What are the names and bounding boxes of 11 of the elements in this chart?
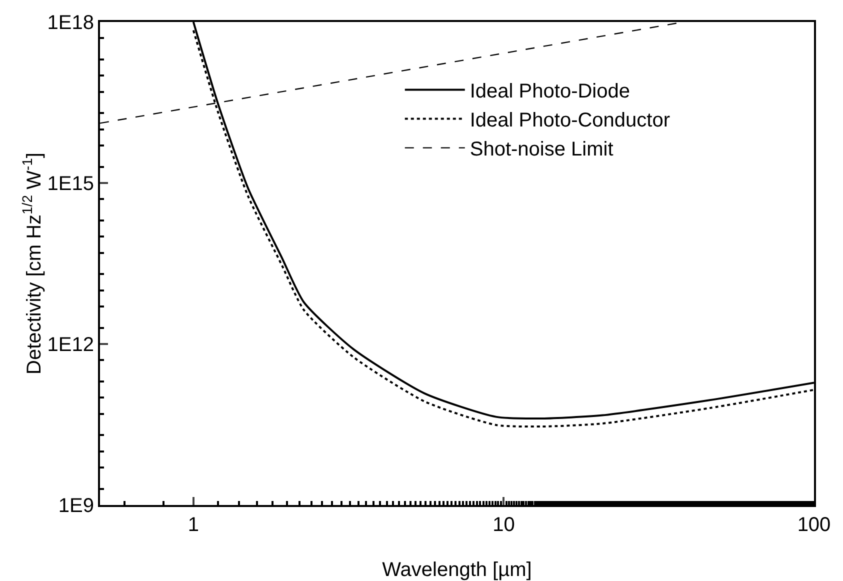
x-axis-title: Wavelength [µm]	[382, 559, 532, 581]
y-tick-label: 1E12	[47, 334, 94, 356]
legend-label: Ideal Photo-Diode	[470, 80, 630, 103]
legend-label: Ideal Photo-Conductor	[470, 110, 670, 132]
y-tick-label: 1E18	[47, 12, 94, 34]
x-tick-label: 100	[797, 514, 831, 536]
legend-label: Shot-noise Limit	[470, 138, 614, 161]
y-tick-label: 1E15	[47, 173, 94, 195]
x-tick-label: 1	[188, 514, 199, 536]
y-tick-label: 1E9	[58, 495, 94, 517]
x-tick-label: 10	[492, 514, 515, 536]
